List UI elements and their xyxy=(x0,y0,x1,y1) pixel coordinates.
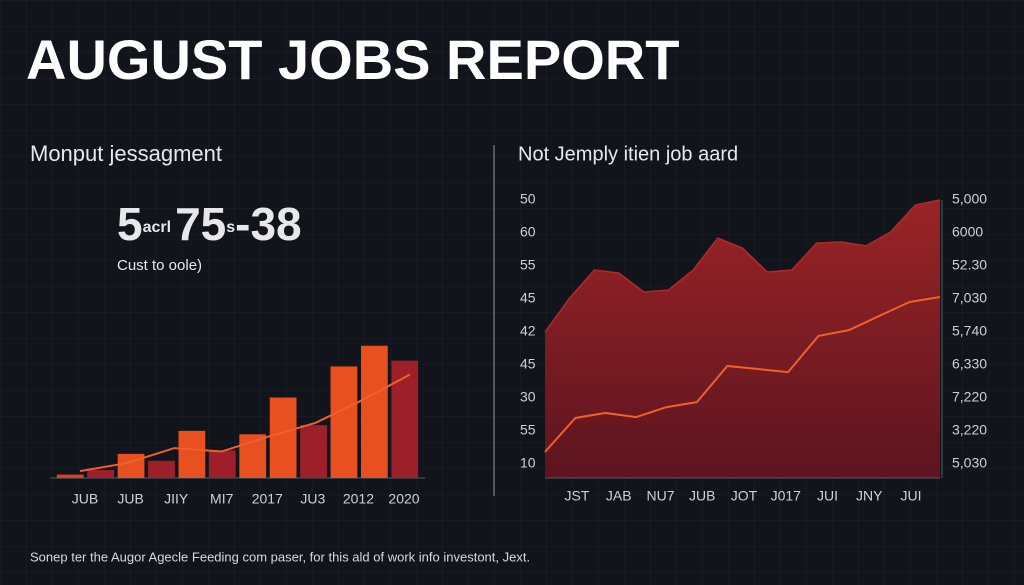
bar xyxy=(391,360,419,478)
x-label: JUB xyxy=(117,491,143,507)
figure-part: s xyxy=(226,219,235,236)
figure-part: 5 xyxy=(117,198,143,250)
bar xyxy=(117,453,145,478)
y-label: 30 xyxy=(520,389,536,405)
figure-part: acrl xyxy=(143,219,171,236)
x-label: JUB xyxy=(72,491,98,507)
trend-line xyxy=(79,373,411,473)
figure-caption: Cust to oole) xyxy=(117,257,202,274)
x-label: JUI xyxy=(817,488,838,504)
y2-label: 5,000 xyxy=(952,191,987,207)
x-label: 2012 xyxy=(343,491,374,507)
y-label: 50 xyxy=(520,191,536,207)
x-label: NU7 xyxy=(646,488,674,504)
y2-label: 52.30 xyxy=(952,257,987,273)
figure-part: -38 xyxy=(235,198,301,250)
y-label: 55 xyxy=(520,422,536,438)
y2-label: 6,330 xyxy=(952,356,987,372)
y-label: 60 xyxy=(520,224,536,240)
bar xyxy=(56,474,84,478)
x-label: JST xyxy=(565,488,590,504)
x-label: J017 xyxy=(771,488,802,504)
page-title: AUGUST JOBS REPORT xyxy=(26,28,679,91)
y-label: 10 xyxy=(520,455,536,471)
y-label: 42 xyxy=(520,323,536,339)
y2-label: 5,740 xyxy=(952,323,987,339)
x-label: JUB xyxy=(689,488,715,504)
x-label: JU3 xyxy=(300,491,325,507)
y2-label: 7,220 xyxy=(952,389,987,405)
right-title: Not Jemply itien job aard xyxy=(518,143,738,165)
x-label: JIIY xyxy=(164,491,189,507)
y2-label: 5,030 xyxy=(952,455,987,471)
y2-label: 3,220 xyxy=(952,422,987,438)
x-label: 2020 xyxy=(388,491,419,507)
y-label: 45 xyxy=(520,290,536,306)
bar xyxy=(148,460,175,478)
bar xyxy=(300,425,327,478)
footer-note: Sonep ter the Augor Agecle Feeding com p… xyxy=(30,549,530,564)
x-label: JAB xyxy=(606,488,632,504)
area-edge xyxy=(544,199,941,333)
x-label: JNY xyxy=(856,488,883,504)
x-label: JOT xyxy=(731,488,758,504)
x-label: 2017 xyxy=(252,491,283,507)
bar xyxy=(87,469,115,478)
figure-part: 75 xyxy=(175,198,226,250)
bar xyxy=(269,397,297,478)
y2-label: 6000 xyxy=(952,224,983,240)
bar xyxy=(330,366,358,478)
area xyxy=(545,200,940,478)
x-label: JUI xyxy=(901,488,922,504)
bar xyxy=(208,450,236,478)
y-label: 55 xyxy=(520,257,536,273)
left-subtitle: Monput jessagment xyxy=(30,141,222,166)
y2-label: 7,030 xyxy=(952,290,987,306)
bar xyxy=(178,430,206,478)
headline-figure: 5acrl75s-38 xyxy=(117,198,302,250)
y-label: 45 xyxy=(520,356,536,372)
x-label: MI7 xyxy=(210,491,234,507)
line xyxy=(544,296,941,453)
bar xyxy=(360,345,388,478)
